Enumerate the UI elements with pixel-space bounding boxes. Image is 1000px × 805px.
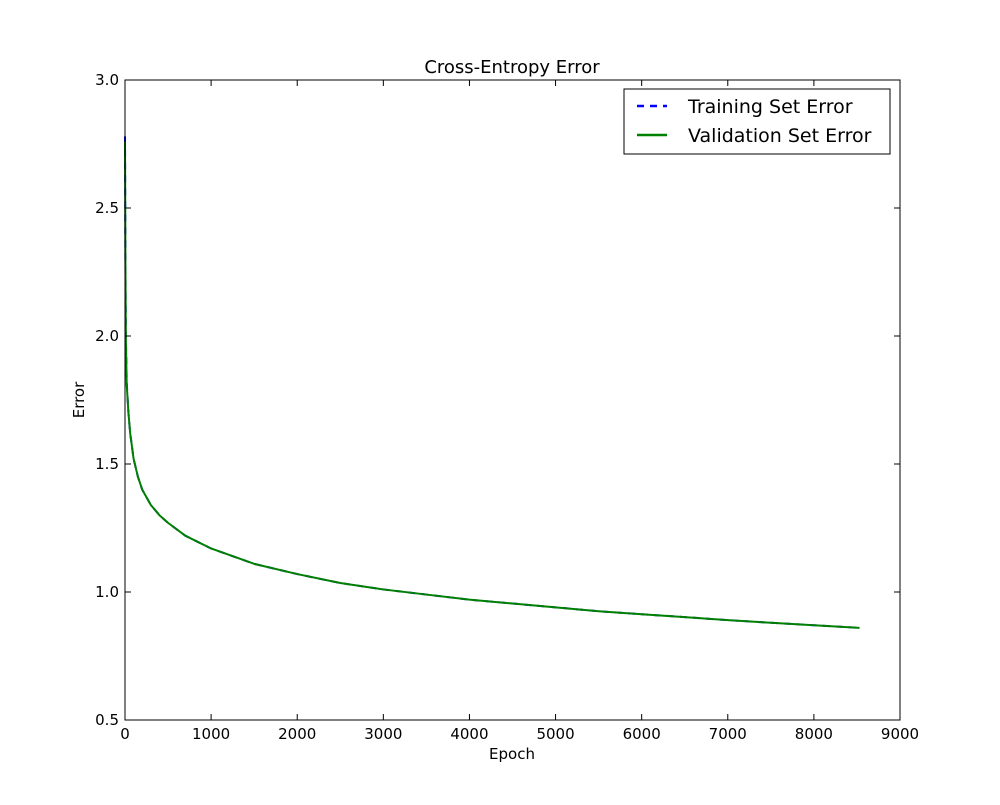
- validation-error-line: [124, 141, 860, 629]
- y-tick-label: 2.0: [95, 327, 119, 345]
- y-tick-label: 0.5: [95, 711, 119, 729]
- legend-box: [623, 88, 891, 155]
- y-tick-label: 3.0: [95, 71, 119, 89]
- legend: Training Set Error Validation Set Error: [623, 88, 891, 155]
- plot-frame: [124, 79, 901, 721]
- x-tick-label: 0: [120, 725, 130, 743]
- x-tick-label: 7000: [709, 725, 747, 743]
- x-tick-label: 1000: [192, 725, 230, 743]
- x-tick-label: 4000: [450, 725, 488, 743]
- legend-validation-label: Validation Set Error: [688, 125, 872, 147]
- x-tick-label: 6000: [623, 725, 661, 743]
- chart-title: Cross-Entropy Error: [424, 57, 600, 78]
- x-tick-label: 2000: [278, 725, 316, 743]
- tick-layer: 0 1000 2000 3000 4000 5000 6000 7000 8000 9000 0.5…: [95, 71, 919, 743]
- x-axis-label: Epoch: [489, 745, 535, 763]
- y-axis-label: Error: [70, 381, 88, 418]
- series-layer: [124, 136, 860, 629]
- y-tick-label: 2.5: [95, 199, 119, 217]
- x-tick-label: 5000: [536, 725, 574, 743]
- x-tick-label: 3000: [364, 725, 402, 743]
- x-tick-label: 9000: [881, 725, 919, 743]
- x-tick-label: 8000: [795, 725, 833, 743]
- y-tick-label: 1.0: [95, 583, 119, 601]
- legend-training-label: Training Set Error: [687, 96, 853, 118]
- y-tick-label: 1.5: [95, 455, 119, 473]
